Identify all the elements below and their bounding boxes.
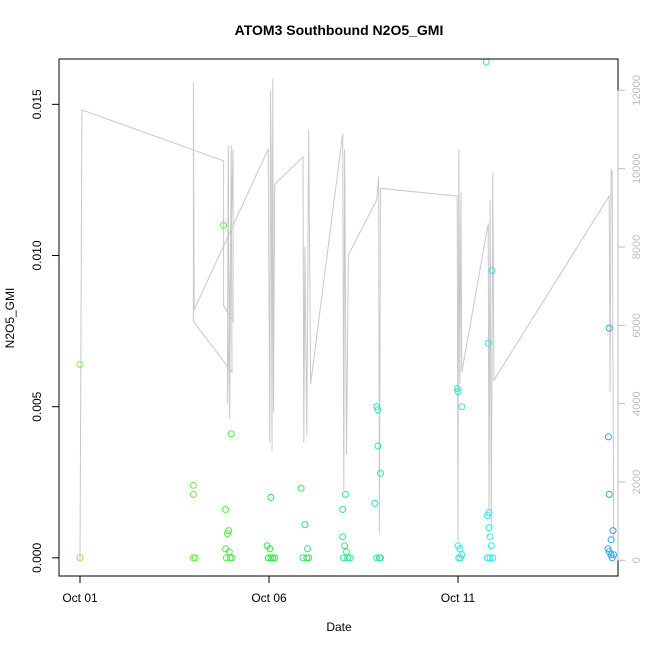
x-axis-label: Date	[326, 620, 352, 634]
data-point	[189, 490, 197, 498]
data-point	[303, 554, 311, 562]
data-point	[191, 554, 199, 562]
data-point	[189, 481, 197, 489]
data-point	[458, 551, 466, 559]
y-axis-left: 0.000 0.005 0.010 0.015	[30, 89, 60, 573]
data-point	[220, 221, 228, 229]
series-line-path	[79, 78, 615, 561]
data-point	[226, 554, 234, 562]
data-point	[225, 527, 233, 535]
chart-title: ATOM3 Southbound N2O5_GMI	[235, 22, 444, 38]
data-point	[341, 542, 349, 550]
series-line	[79, 78, 615, 561]
data-point	[605, 490, 613, 498]
data-point	[456, 545, 464, 553]
data-point	[486, 533, 494, 541]
data-point	[189, 554, 197, 562]
data-point	[76, 360, 84, 368]
data-point	[487, 542, 495, 550]
y2-tick-label: 6000	[631, 313, 643, 337]
data-point	[604, 545, 612, 553]
x-tick-label: Oct 11	[441, 591, 476, 605]
data-point	[605, 324, 613, 332]
data-point	[344, 554, 352, 562]
y-tick-label: 0.000	[30, 543, 44, 573]
data-point	[76, 554, 84, 562]
data-point	[222, 506, 229, 513]
data-point	[458, 403, 466, 411]
y-axis-label: N2O5_GMI	[3, 288, 17, 349]
y2-tick-label: 10000	[631, 153, 643, 184]
plot-frame	[58, 58, 619, 577]
data-point	[304, 545, 312, 553]
data-point	[223, 530, 231, 538]
data-point	[305, 554, 313, 562]
data-point	[489, 554, 497, 562]
y2-tick-label: 8000	[631, 235, 643, 259]
data-point	[373, 554, 381, 562]
data-points	[76, 58, 618, 562]
data-point	[341, 490, 349, 498]
data-point	[607, 551, 615, 559]
y2-tick-label: 4000	[631, 391, 643, 415]
data-point	[301, 521, 309, 529]
data-point	[457, 554, 465, 562]
data-point	[271, 554, 279, 562]
data-point	[269, 554, 277, 562]
y2-tick-label: 12000	[631, 75, 643, 106]
data-point	[343, 548, 350, 556]
data-point	[488, 267, 496, 275]
data-point	[377, 554, 384, 562]
x-tick-label: Oct 06	[251, 591, 287, 605]
y-tick-label: 0.015	[30, 89, 44, 119]
data-point	[346, 554, 354, 562]
data-point	[267, 493, 275, 501]
data-point	[484, 554, 491, 562]
data-point	[454, 388, 462, 396]
x-axis: Oct 01 Oct 06 Oct 11	[62, 575, 476, 605]
data-point	[610, 551, 618, 559]
data-point	[484, 339, 492, 347]
y-tick-label: 0.010	[30, 240, 44, 270]
data-point	[453, 385, 461, 392]
data-point	[374, 406, 382, 414]
data-point	[339, 506, 347, 513]
data-point	[604, 433, 612, 441]
data-point	[609, 527, 617, 535]
data-point	[377, 469, 384, 477]
data-point	[340, 554, 347, 562]
data-point	[297, 484, 305, 492]
y2-tick-label: 2000	[631, 470, 643, 494]
y2-tick-label: 0	[631, 557, 643, 563]
data-point	[266, 545, 274, 553]
x-tick-label: Oct 01	[62, 591, 98, 605]
data-point	[339, 533, 347, 541]
data-point	[607, 536, 615, 544]
data-point	[267, 554, 275, 562]
data-point	[374, 442, 382, 450]
y-axis-right: 0 2000 4000 6000 8000 10000 12000	[617, 75, 643, 563]
data-point	[486, 554, 494, 562]
data-point	[228, 554, 236, 562]
data-point	[485, 509, 493, 516]
data-point	[227, 430, 235, 438]
data-point	[482, 58, 490, 66]
y-tick-label: 0.005	[30, 391, 44, 421]
data-point	[371, 499, 379, 507]
data-point	[485, 524, 493, 532]
